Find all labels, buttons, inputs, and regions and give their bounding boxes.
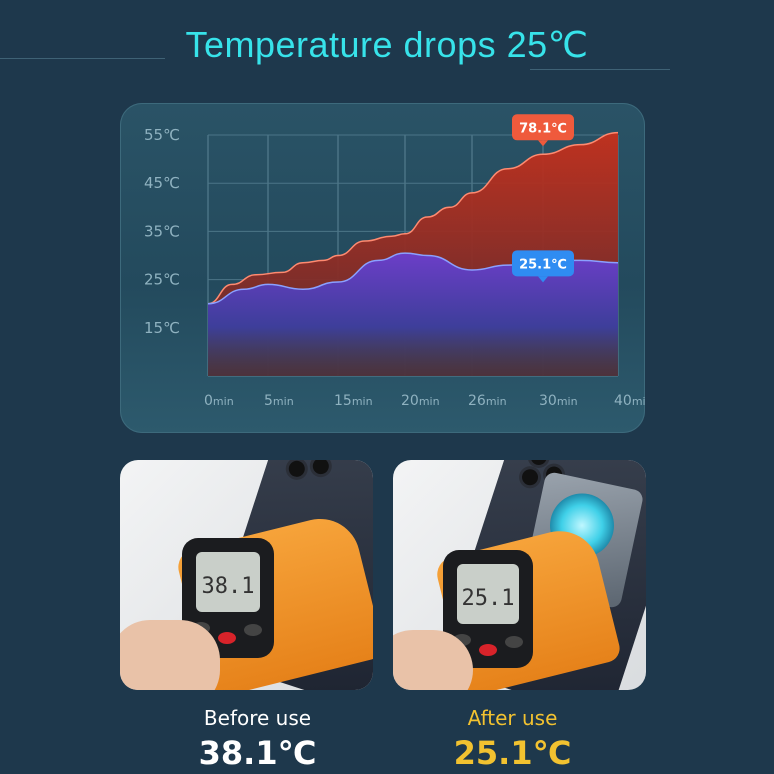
y-tick-label: 15℃ (144, 319, 180, 337)
hand-image (120, 620, 220, 690)
x-tick-label: 30min (539, 393, 578, 409)
before-caption: Before use 38.1℃ (131, 706, 384, 772)
page-title: Temperature drops 25℃ (185, 24, 589, 65)
y-tick-label: 35℃ (144, 222, 180, 240)
callout-pointer-after (538, 276, 548, 283)
y-tick-label: 55℃ (144, 126, 180, 144)
x-tick-label: 26min (468, 393, 507, 409)
lcd-reading: 25.1 (457, 564, 519, 624)
callout-box-after (512, 250, 574, 277)
x-tick-label: 20min (401, 393, 440, 409)
series-line-before (207, 131, 619, 305)
callout-box-before (512, 114, 574, 141)
temperature-chart: 0min 5min 15min 20min 26min 30min 40min 55℃ 45℃ 3… (144, 114, 645, 409)
after-value: 25.1℃ (453, 734, 572, 772)
before-use-photo: 38.1 (120, 460, 373, 690)
chart-card: 0min 5min 15min 20min 26min 30min 40min 55℃ 45℃ 3… (120, 103, 645, 433)
y-tick-label: 45℃ (144, 174, 180, 192)
hand-image (393, 630, 473, 690)
callout-label-after: 25.1℃ (519, 257, 567, 272)
after-caption: After use 25.1℃ (386, 706, 639, 772)
y-tick-label: 25℃ (144, 271, 180, 289)
x-tick-label: 15min (334, 393, 373, 409)
before-label: Before use (203, 706, 312, 730)
x-tick-label: 40min (614, 393, 645, 409)
divider (530, 69, 670, 70)
series-area-after (208, 253, 618, 376)
after-label: After use (467, 706, 558, 730)
lcd-reading: 38.1 (196, 552, 260, 612)
after-use-photo: 25.1 (393, 460, 646, 690)
callout-pointer-before (538, 140, 548, 147)
before-value: 38.1℃ (198, 734, 317, 772)
callout-label-before: 78.1℃ (519, 121, 567, 136)
x-tick-label: 0min (204, 393, 234, 409)
divider (0, 58, 165, 59)
x-tick-label: 5min (264, 393, 294, 409)
